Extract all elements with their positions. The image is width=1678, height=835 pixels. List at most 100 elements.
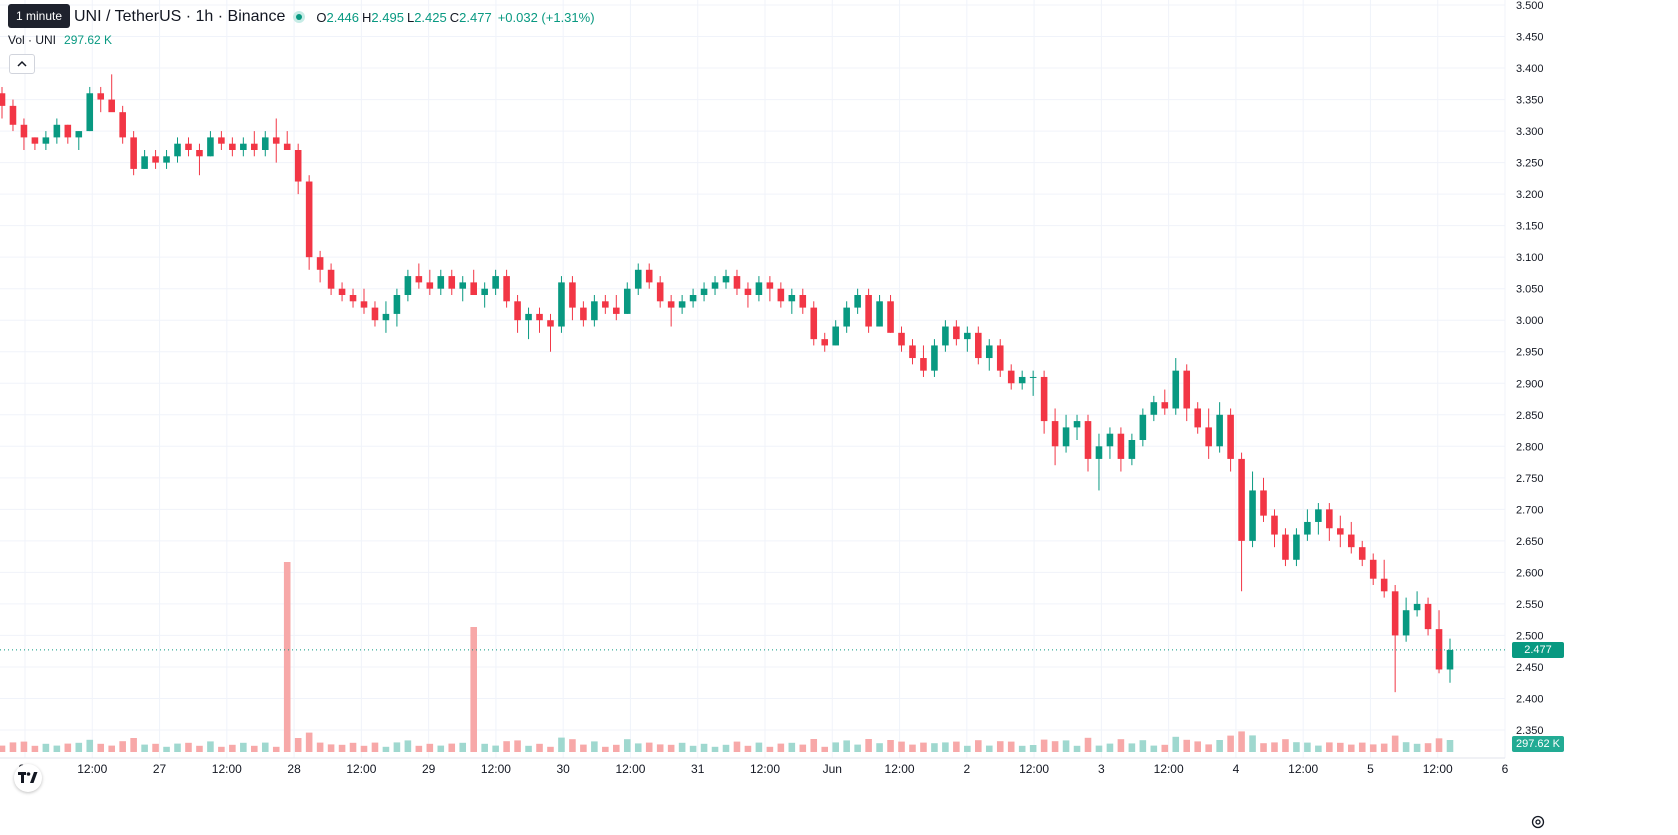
volume-bar <box>1117 739 1125 752</box>
volume-bar <box>1260 743 1267 752</box>
volume-bar <box>1446 740 1454 752</box>
candle-body <box>1402 610 1410 636</box>
price-tick-label: 2.800 <box>1516 441 1544 453</box>
candle-body <box>547 320 554 327</box>
candle-body <box>437 276 445 289</box>
volume-bar <box>163 746 170 752</box>
volume-bar <box>854 744 861 752</box>
candle-body <box>1205 427 1212 447</box>
low-label: L <box>406 9 415 25</box>
price-tick-label: 2.950 <box>1516 347 1544 359</box>
candle-body <box>1194 408 1201 428</box>
volume-bar <box>1084 737 1092 752</box>
time-tick-label: 3 <box>1098 762 1105 776</box>
volume-bar <box>645 742 653 752</box>
candle-body <box>766 282 774 289</box>
volume-bar <box>1062 740 1070 752</box>
price-axis[interactable]: 3.500 3.450 3.400 3.350 3.300 3.250 3.200 3.150… <box>1516 0 1544 737</box>
volume-bar <box>415 745 423 752</box>
price-tick-label: 2.600 <box>1516 567 1544 579</box>
candle-body <box>985 345 993 359</box>
volume-bar <box>700 743 708 752</box>
candle-body <box>1391 591 1399 636</box>
time-tick-label: Jun <box>823 762 842 776</box>
price-tick-label: 2.500 <box>1516 630 1544 642</box>
volume-bar <box>602 746 609 752</box>
candle-body <box>1424 603 1432 630</box>
time-axis[interactable]: 2 6 12:00 27 12:00 28 12:00 29 12:00 30 12:00 31 12:… <box>18 762 1508 776</box>
volume-bar <box>349 742 357 752</box>
volume-bar <box>766 746 774 752</box>
candle-body <box>327 269 335 289</box>
current-price-label: 2.477 <box>1512 641 1564 658</box>
candle-body <box>1315 509 1322 522</box>
candle-body <box>448 276 456 289</box>
price-tick-label: 3.150 <box>1516 221 1544 233</box>
volume-bar <box>261 742 269 752</box>
volume-bar <box>514 740 521 752</box>
symbol-title[interactable]: UNI / TetherUS · 1h · Binance <box>74 8 286 25</box>
candle-body <box>283 143 291 150</box>
price-tick-label: 3.300 <box>1516 126 1544 138</box>
open-label: O <box>316 9 327 25</box>
close-label: C <box>449 9 460 25</box>
volume-bar <box>382 746 390 752</box>
tradingview-logo-icon[interactable] <box>14 764 42 792</box>
volume-bar <box>909 744 916 752</box>
volume-bar <box>1161 744 1169 752</box>
volume-bar <box>1424 743 1432 752</box>
collapse-legend-button[interactable] <box>9 54 35 74</box>
candle-body <box>1380 578 1388 592</box>
volume-bar <box>1402 742 1410 752</box>
time-tick-label: 12:00 <box>1423 762 1453 776</box>
volume-bar <box>1194 741 1201 752</box>
candle-body <box>152 156 159 163</box>
volume-label[interactable]: Vol · UNI <box>8 33 57 47</box>
volume-bar <box>251 745 258 752</box>
price-tick-label: 3.500 <box>1516 0 1544 12</box>
open-value: 2.446 <box>326 9 360 25</box>
volume-bar <box>788 742 796 752</box>
candle-body <box>1062 427 1070 447</box>
candle-body <box>799 295 807 308</box>
candle-body <box>0 93 6 106</box>
volume-bar <box>964 745 971 752</box>
price-tick-label: 2.650 <box>1516 536 1544 548</box>
candle-body <box>887 301 894 333</box>
candle-body <box>1216 414 1223 447</box>
volume-bar <box>920 742 927 752</box>
candle-body <box>591 301 598 321</box>
volume-bar <box>591 741 598 752</box>
candle-body <box>1029 376 1037 378</box>
time-tick-label: 12:00 <box>615 762 645 776</box>
candle-body <box>1304 521 1311 535</box>
candle-body <box>580 307 587 321</box>
volume-bar <box>338 744 346 752</box>
volume-bar <box>711 746 719 752</box>
volume-bar <box>1150 745 1158 752</box>
candle-body <box>1128 440 1136 459</box>
time-tick-label: 12:00 <box>1288 762 1318 776</box>
volume-bar <box>876 743 883 752</box>
volume-bar <box>437 745 445 752</box>
candle-body <box>645 269 653 283</box>
price-tick-label: 3.200 <box>1516 189 1544 201</box>
volume-bar <box>459 742 467 752</box>
candle-body <box>865 295 872 327</box>
volume-bar <box>1337 742 1344 752</box>
candle-body <box>470 282 477 295</box>
chart-settings-button[interactable] <box>1528 812 1548 832</box>
volume-bar <box>1413 743 1421 752</box>
candle-body <box>1018 376 1026 384</box>
volume-bar <box>975 740 982 752</box>
volume-bar <box>283 562 291 752</box>
candle-body <box>20 124 28 138</box>
price-tick-label: 3.100 <box>1516 252 1544 264</box>
volume-bar <box>130 738 137 752</box>
volume-bar <box>1205 744 1212 752</box>
volume-value: 297.62 K <box>64 33 113 47</box>
volume-bar <box>569 739 576 752</box>
candle-body <box>942 326 949 346</box>
volume-bar <box>722 744 730 752</box>
